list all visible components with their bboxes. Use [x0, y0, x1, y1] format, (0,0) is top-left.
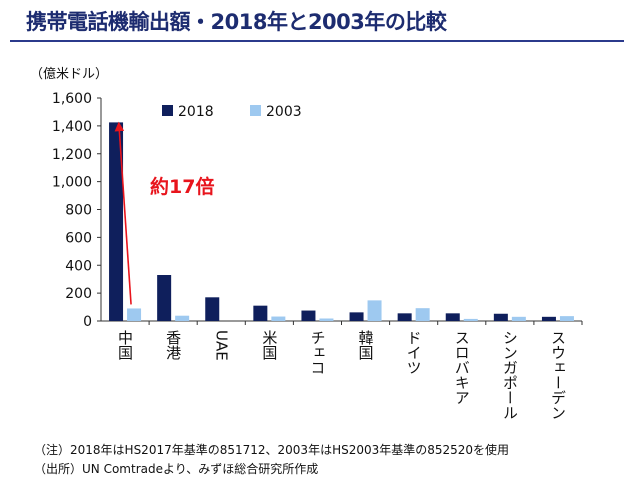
- bar-2018: [445, 313, 460, 321]
- x-category-label: 米国: [260, 330, 278, 360]
- y-tick-label: 400: [65, 258, 92, 274]
- bar-2018: [349, 312, 364, 321]
- bar-2018: [541, 316, 556, 321]
- bar-2003: [463, 318, 478, 321]
- x-category-label: 韓国: [357, 330, 375, 360]
- y-tick-label: 200: [65, 286, 92, 302]
- bar-2003: [559, 316, 574, 321]
- y-tick-label: 1,400: [52, 119, 92, 135]
- y-axis: 0 200 400 600 800 1,000 1,200 1,400 1,600: [52, 91, 582, 330]
- legend-label: 2018: [178, 104, 214, 120]
- bar-chart: 0 200 400 600 800 1,000 1,200 1,400 1,600 中国 香港 UA…: [52, 91, 583, 420]
- bar-2018: [397, 313, 412, 321]
- bar-2003: [175, 315, 190, 321]
- x-category-label: スロバキア: [453, 330, 471, 405]
- bar-2018: [157, 275, 172, 321]
- footnote-note: （注）2018年はHS2017年基準の851712、2003年はHS2003年基…: [34, 443, 510, 457]
- x-axis-labels: 中国 香港 UAE 米国 チェコ 韓国 ドイツ スロバキア シンガポール スウェーデン: [116, 330, 567, 420]
- growth-annotation-label: 約17倍: [150, 175, 214, 198]
- x-category-label: UAE: [212, 330, 230, 361]
- footnote-source: （出所）UN Comtradeより、みずほ総合研究所作成: [34, 462, 319, 476]
- legend-swatch-2018: [162, 105, 173, 116]
- bar-2003: [127, 308, 142, 321]
- title-divider: [10, 40, 624, 42]
- x-category-label: シンガポール: [501, 330, 519, 420]
- legend: 2018 2003: [162, 104, 302, 120]
- page-title: 携帯電話機輸出額・2018年と2003年の比較: [26, 10, 447, 34]
- x-category-label: 中国: [116, 330, 134, 360]
- bar-2003: [271, 316, 286, 321]
- y-axis-unit-label: （億米ドル）: [30, 67, 109, 82]
- x-category-label: ドイツ: [405, 330, 423, 375]
- x-category-label: 香港: [164, 330, 182, 360]
- legend-label: 2003: [266, 104, 302, 120]
- y-tick-label: 800: [65, 203, 92, 219]
- y-tick-label: 0: [83, 314, 92, 330]
- bar-2018: [205, 297, 220, 321]
- y-tick-label: 1,200: [52, 147, 92, 163]
- bar-2003: [367, 300, 382, 321]
- bars: [109, 122, 583, 325]
- y-tick-label: 1,600: [52, 91, 92, 107]
- growth-annotation: 約17倍: [114, 121, 214, 305]
- y-tick-label: 1,000: [52, 175, 92, 191]
- bar-2018: [301, 310, 316, 321]
- bar-2018: [109, 122, 124, 321]
- bar-2003: [511, 316, 526, 321]
- bar-2018: [253, 305, 268, 321]
- bar-2018: [493, 313, 508, 321]
- y-tick-label: 600: [65, 230, 92, 246]
- bar-2003: [415, 308, 430, 321]
- growth-arrow: [114, 121, 132, 305]
- legend-swatch-2003: [250, 105, 261, 116]
- x-category-label: チェコ: [308, 330, 326, 375]
- bar-2003: [319, 318, 334, 321]
- x-category-label: スウェーデン: [549, 330, 567, 420]
